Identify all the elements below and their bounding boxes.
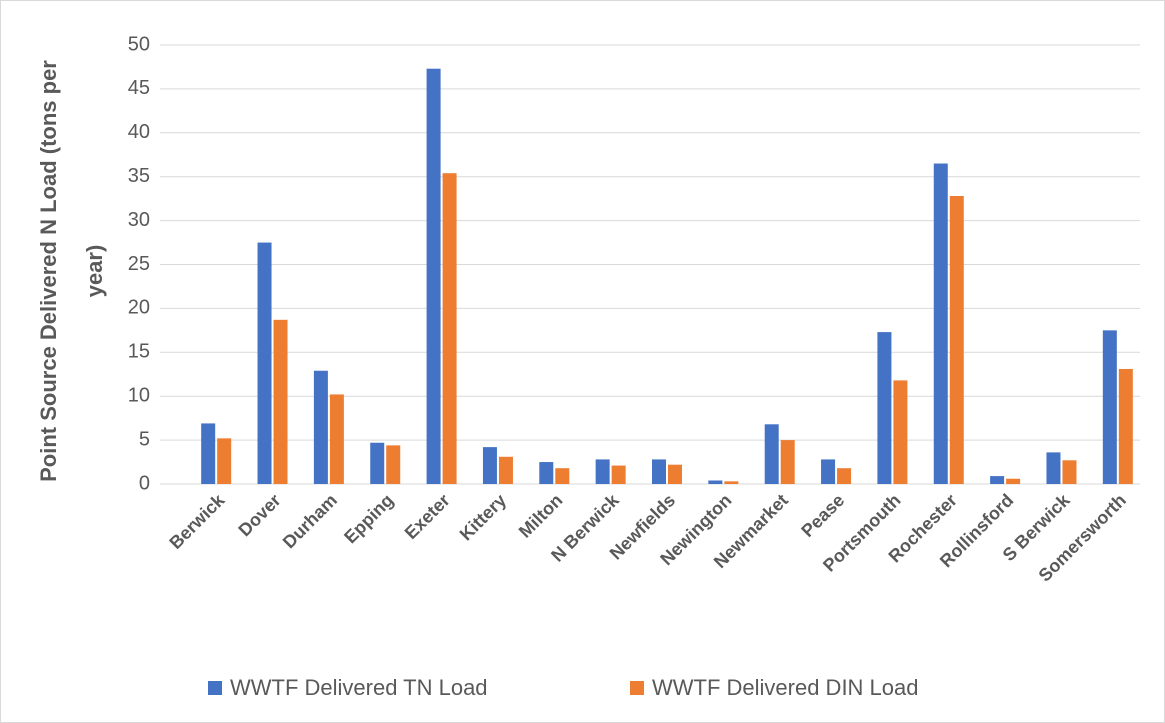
bar bbox=[933, 163, 948, 484]
bar bbox=[949, 196, 964, 485]
bar bbox=[1102, 330, 1117, 484]
legend-label: WWTF Delivered DIN Load bbox=[652, 675, 919, 700]
bar bbox=[273, 319, 288, 484]
y-tick-label: 15 bbox=[128, 341, 150, 363]
bar bbox=[764, 424, 779, 484]
y-tick-label: 0 bbox=[139, 472, 150, 494]
bar bbox=[821, 459, 836, 484]
bar bbox=[257, 242, 272, 484]
legend-swatch bbox=[630, 681, 644, 695]
bar bbox=[555, 468, 570, 484]
y-tick-label: 25 bbox=[128, 253, 150, 275]
bar bbox=[1062, 460, 1077, 484]
bar bbox=[201, 423, 216, 484]
bar bbox=[893, 380, 908, 484]
y-tick-label: 45 bbox=[128, 77, 150, 99]
bar bbox=[724, 481, 739, 484]
bar bbox=[611, 465, 626, 484]
y-tick-label: 30 bbox=[128, 209, 150, 231]
bar bbox=[539, 462, 554, 484]
bar bbox=[313, 370, 328, 484]
bar bbox=[329, 394, 344, 484]
y-tick-label: 50 bbox=[128, 33, 150, 55]
y-tick-label: 35 bbox=[128, 165, 150, 187]
legend-label: WWTF Delivered TN Load bbox=[230, 675, 488, 700]
y-tick-label: 5 bbox=[139, 428, 150, 450]
bar bbox=[990, 476, 1005, 484]
bar bbox=[595, 459, 610, 484]
bar bbox=[426, 68, 441, 485]
y-axis-title: Point Source Delivered N Load (tons per … bbox=[36, 60, 107, 482]
bar bbox=[482, 447, 497, 484]
bar bbox=[442, 173, 457, 485]
bar bbox=[1118, 368, 1133, 484]
bar bbox=[217, 438, 232, 484]
bar bbox=[668, 464, 682, 484]
y-tick-label: 40 bbox=[128, 121, 150, 143]
bar bbox=[370, 442, 385, 484]
bar bbox=[1006, 478, 1021, 484]
bar bbox=[708, 480, 723, 484]
bar bbox=[1046, 452, 1061, 484]
legend-swatch bbox=[208, 681, 222, 695]
bar bbox=[498, 456, 513, 484]
bar bbox=[837, 468, 852, 484]
bar bbox=[386, 445, 401, 484]
y-tick-label: 20 bbox=[128, 297, 150, 319]
bar bbox=[780, 440, 795, 484]
bar bbox=[652, 459, 666, 484]
bar bbox=[877, 332, 892, 484]
y-tick-label: 10 bbox=[128, 384, 150, 406]
